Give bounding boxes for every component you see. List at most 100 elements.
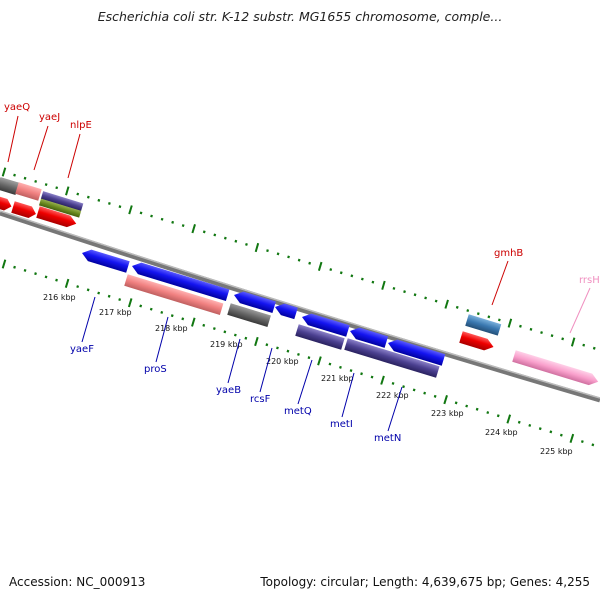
minor-tick [308,261,312,265]
feature-red-arrow-c[interactable] [36,206,78,229]
minor-tick [55,186,59,190]
minor-tick [234,239,238,243]
minor-tick [580,440,584,444]
major-tick [444,299,449,309]
gene-label-metQ[interactable]: metQ [284,406,312,417]
gene-metQ-top[interactable] [300,311,350,337]
feature-yaeQ-box[interactable] [15,182,42,201]
feature-yaeB-box[interactable] [227,303,271,328]
major-tick [569,433,575,443]
gene-label-yaeJ[interactable]: yaeJ [39,112,60,123]
gene-label-rcsF[interactable]: rcsF [250,394,271,405]
minor-tick [455,305,459,309]
minor-tick [97,291,101,295]
minor-tick [329,268,333,272]
minor-tick [486,411,490,415]
feature-red-arrow-a[interactable] [0,195,13,213]
minor-tick [297,352,300,356]
minor-tick [118,298,122,302]
major-tick [254,336,259,347]
minor-tick [149,307,153,311]
leader-line [387,386,403,432]
minor-tick [266,249,269,253]
minor-tick [34,272,37,276]
feature-nlpE-olive[interactable] [38,198,82,218]
minor-tick [107,294,111,298]
gene-label-rrsH[interactable]: rrsH [579,275,600,286]
minor-tick [350,274,354,278]
feature-yaeJ-box[interactable] [40,191,84,212]
feature-gmhB-box[interactable] [465,314,502,336]
minor-tick [108,202,111,205]
gene-metI-top[interactable] [348,325,389,348]
lower-tick-row [1,259,595,447]
gene-label-yaeB[interactable]: yaeB [216,385,241,396]
minor-tick [170,314,174,318]
minor-tick [181,317,185,321]
leader-line [491,260,509,306]
genome-title: Escherichia coli str. K-12 substr. MG165… [97,9,503,24]
minor-tick [475,407,479,411]
gene-label-yaeQ[interactable]: yaeQ [4,102,30,113]
minor-tick [150,214,153,218]
minor-tick [423,391,427,395]
leader-line [569,287,591,334]
gene-label-nlpE[interactable]: nlpE [70,120,92,131]
gene-gmhB-arrow[interactable] [459,331,495,352]
gene-label-proS[interactable]: proS [144,364,167,375]
minor-tick [528,423,532,427]
minor-tick [392,286,396,290]
gene-yaeB-top[interactable] [232,289,276,314]
gene-label-metI[interactable]: metI [330,419,353,430]
minor-tick [223,236,227,240]
minor-tick [181,224,185,228]
chromosome-backbone-highlight [0,210,600,399]
feature-metQ-box[interactable] [295,324,345,350]
kbp-label: 219 kbp [210,340,243,349]
gene-label-metN[interactable]: metN [374,433,401,444]
leader-line [155,316,169,363]
gene-label-gmhB[interactable]: gmhB [494,248,523,259]
gene-rcsF[interactable] [273,301,298,320]
leader-line [67,133,81,179]
kbp-label: 220 kbp [266,357,299,366]
minor-tick [44,275,48,279]
minor-tick [360,277,364,281]
kbp-label: 216 kbp [43,293,76,302]
minor-tick [13,173,16,177]
minor-tick [76,285,80,289]
upper-tick-row [1,167,596,350]
minor-tick [561,337,565,341]
minor-tick [424,296,427,300]
feature-red-arrow-b[interactable] [11,201,37,219]
feature-rrsH[interactable] [512,350,600,387]
major-tick [381,280,386,290]
minor-tick [591,443,595,447]
feature-metI-metN-box[interactable] [344,338,440,378]
leader-line [33,125,49,171]
major-tick [380,375,385,385]
minor-tick [433,394,437,398]
minor-tick [538,427,542,431]
minor-tick [497,318,501,322]
minor-tick [391,381,395,385]
gene-proS[interactable] [130,260,230,301]
gene-yaeF[interactable] [80,247,130,273]
major-tick [128,205,133,215]
minor-tick [23,268,27,272]
minor-tick [223,330,227,334]
major-tick [64,278,70,288]
minor-tick [328,362,332,366]
gene-metN-top[interactable] [386,337,446,366]
gene-label-yaeF[interactable]: yaeF [70,344,94,355]
major-tick [507,318,513,328]
feature-proS-box[interactable] [124,274,224,315]
minor-tick [160,310,164,314]
feature-gray-left[interactable] [0,177,19,196]
minor-tick [97,198,101,202]
kbp-scale-labels: 216 kbp 217 kbp 218 kbp 219 kbp 220 kbp … [43,293,573,456]
minor-tick [496,414,500,418]
minor-tick [202,323,206,327]
minor-tick [370,375,374,379]
